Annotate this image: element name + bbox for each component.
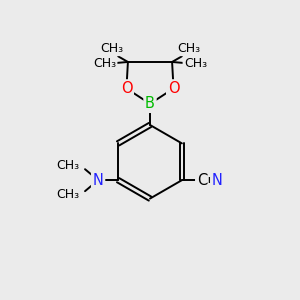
Text: CH₃: CH₃	[100, 42, 123, 55]
Text: N: N	[212, 173, 223, 188]
Text: CH₃: CH₃	[56, 159, 79, 172]
Text: CH₃: CH₃	[93, 57, 116, 70]
Text: CH₃: CH₃	[56, 188, 79, 201]
Text: O: O	[121, 81, 132, 96]
Text: B: B	[145, 96, 155, 111]
Text: CH₃: CH₃	[184, 57, 207, 70]
Text: O: O	[168, 81, 179, 96]
Text: CH₃: CH₃	[177, 42, 200, 55]
Text: C: C	[197, 173, 207, 188]
Text: N: N	[93, 173, 104, 188]
